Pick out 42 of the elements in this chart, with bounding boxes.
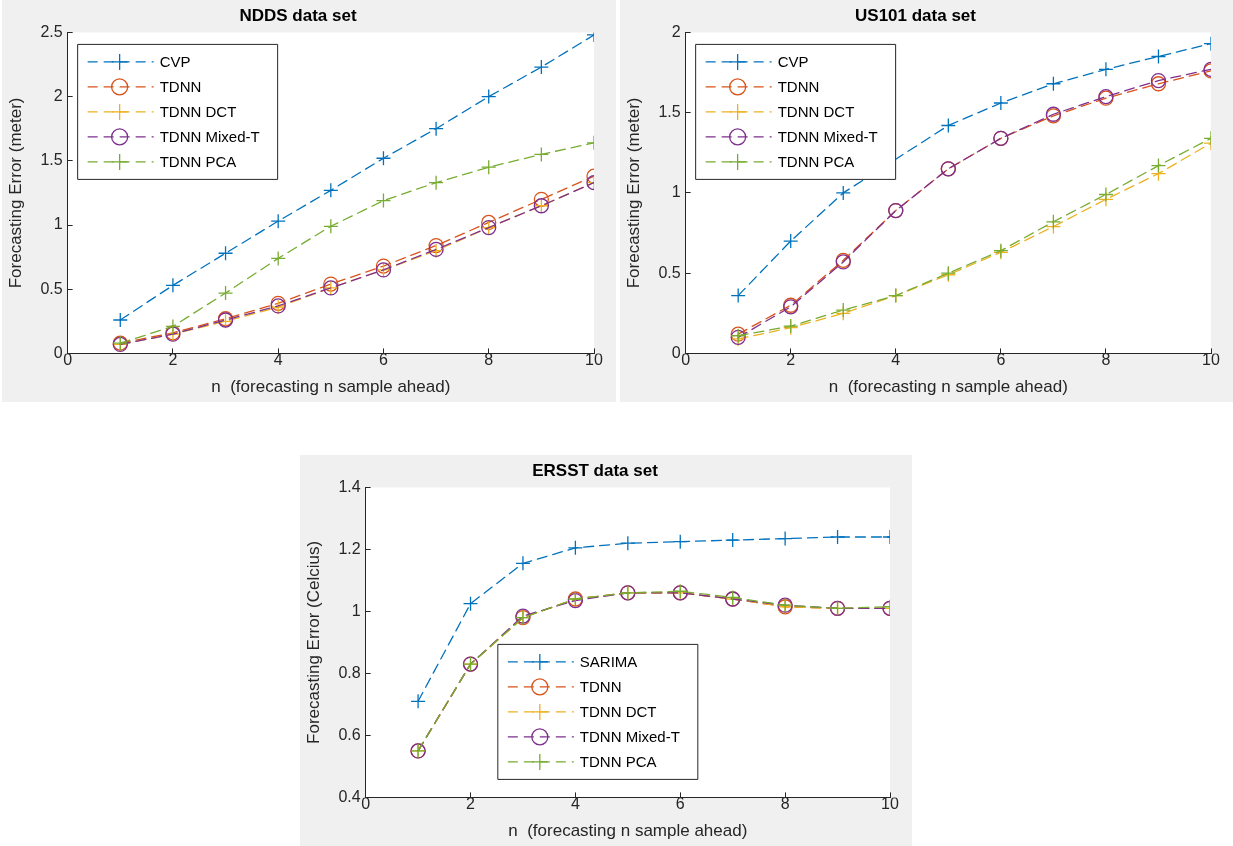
x-axis-title: n (forecasting n sample ahead): [508, 821, 748, 841]
legend-label: TDNN Mixed-T: [777, 128, 878, 146]
y-tick-label: 1: [53, 215, 63, 233]
y-axis-title: Forecasting Error (meter): [5, 97, 25, 289]
y-tick-label: 2.5: [40, 22, 63, 40]
y-tick-label: 0.5: [40, 279, 63, 297]
x-tick-label: 10: [585, 351, 603, 369]
legend-label: TDNN Mixed-T: [579, 728, 680, 746]
legend-label: TDNN DCT: [159, 103, 237, 121]
legend-label: TDNN: [159, 78, 202, 96]
y-tick-label: 1.5: [40, 151, 63, 169]
legend-label: TDNN: [777, 78, 820, 96]
legend-label: TDNN PCA: [159, 153, 237, 171]
y-tick-label: 1: [671, 183, 681, 201]
legend-label: TDNN DCT: [579, 703, 657, 721]
legend-label: TDNN PCA: [777, 153, 855, 171]
y-tick-label: 1.2: [338, 539, 361, 557]
y-tick-label: 0.8: [338, 663, 361, 681]
y-tick-label: 1.5: [658, 103, 681, 121]
y-tick-label: 0.5: [658, 263, 681, 281]
y-axis-title: Forecasting Error (Celcius): [303, 540, 323, 744]
y-tick-label: 2: [53, 87, 63, 105]
y-tick-label: 0.4: [338, 787, 361, 805]
x-tick-label: 10: [1202, 351, 1220, 369]
legend-label: SARIMA: [579, 653, 638, 671]
x-tick-label: 10: [881, 795, 899, 813]
chart-title: ERSST data set: [532, 460, 659, 480]
x-axis-title: n (forecasting n sample ahead): [211, 377, 451, 397]
y-axis-title: Forecasting Error (meter): [623, 97, 643, 289]
legend-label: TDNN: [579, 678, 622, 696]
y-tick-label: 0.6: [338, 725, 361, 743]
legend-label: TDNN DCT: [777, 103, 855, 121]
chart-title: NDDS data set: [239, 5, 357, 25]
legend-label: CVP: [777, 53, 809, 71]
legend-label: TDNN Mixed-T: [159, 128, 260, 146]
y-tick-label: 1: [351, 601, 361, 619]
x-axis-title: n (forecasting n sample ahead): [828, 377, 1068, 397]
legend-label: TDNN PCA: [579, 753, 657, 771]
y-tick-label: 1.4: [338, 477, 361, 495]
legend-label: CVP: [159, 53, 191, 71]
y-tick-label: 2: [671, 22, 681, 40]
chart-title: US101 data set: [855, 5, 977, 25]
